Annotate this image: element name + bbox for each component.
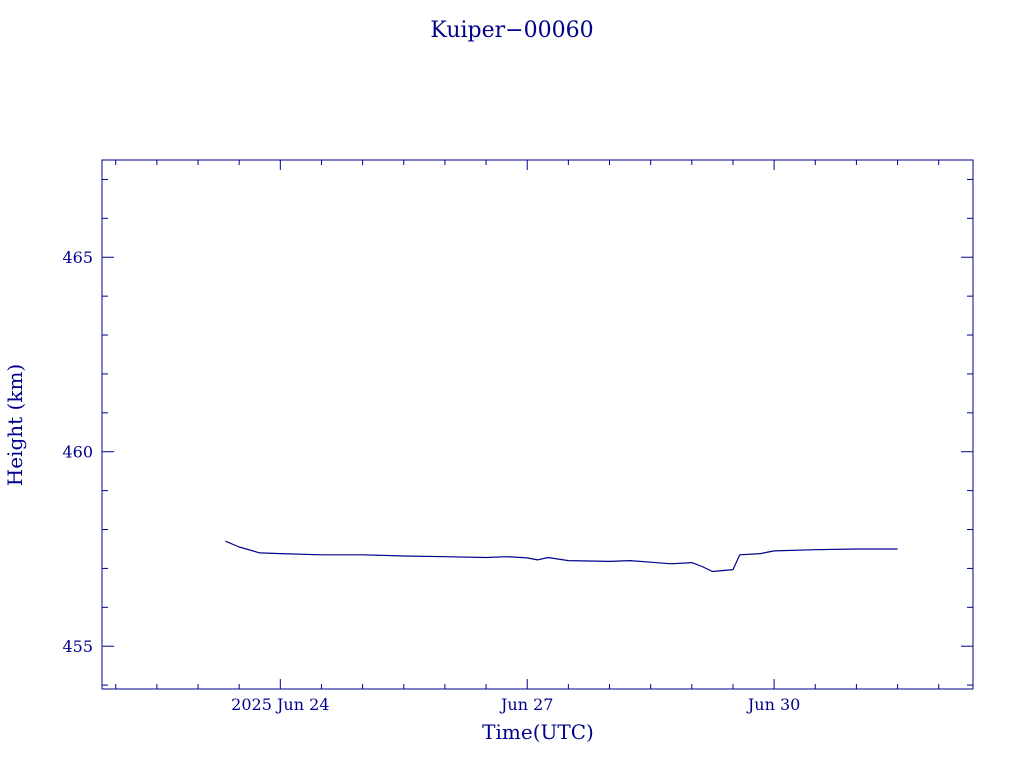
- y-tick-label: 460: [62, 443, 93, 462]
- y-axis-label: Height (km): [3, 364, 27, 486]
- x-tick-label: Jun 27: [499, 695, 553, 714]
- plot-frame: [101, 159, 974, 690]
- series-layer: [225, 540, 898, 573]
- series-line: [225, 540, 898, 573]
- x-tick-label: Jun 30: [746, 695, 800, 714]
- y-tick-label: 465: [62, 248, 93, 267]
- ticks-layer: [102, 160, 973, 689]
- x-axis-label: Time(UTC): [482, 720, 594, 744]
- x-tick-label: 2025 Jun 24: [231, 695, 329, 714]
- y-tick-label: 455: [62, 637, 93, 656]
- chart-title: Kuiper−00060: [430, 18, 593, 43]
- tick-labels-layer: 2025 Jun 24 Jun 27 Jun 30 455 460 465: [62, 248, 800, 714]
